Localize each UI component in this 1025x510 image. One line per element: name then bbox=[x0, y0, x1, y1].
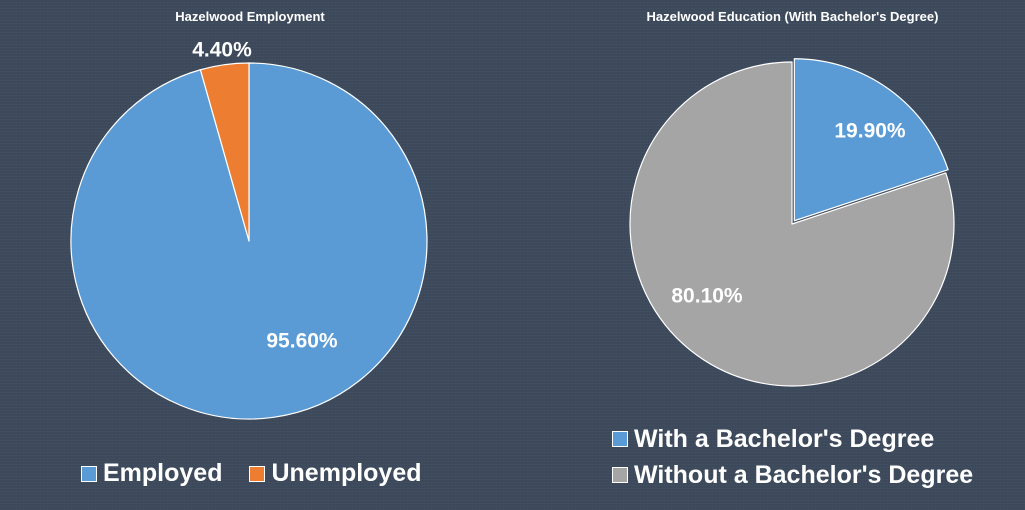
legend-swatch-employed bbox=[81, 465, 97, 482]
legend-item-unemployed: Unemployed bbox=[249, 459, 422, 488]
legend-item-with-bachelors: With a Bachelor's Degree bbox=[612, 424, 973, 454]
legend-item-employed: Employed bbox=[81, 459, 222, 488]
chart-title-education: Hazelwood Education (With Bachelor's Deg… bbox=[646, 9, 939, 24]
data-label-without-a-bachelor-s-degree: 80.10% bbox=[671, 285, 743, 308]
data-label-employed: 95.60% bbox=[266, 330, 338, 353]
legend-education: With a Bachelor's Degree Without a Bache… bbox=[612, 424, 973, 490]
pie-slice-without-a-bachelor-s-degree bbox=[629, 61, 955, 387]
data-label-with-a-bachelor-s-degree: 19.90% bbox=[834, 120, 906, 143]
legend-swatch-with-bachelors bbox=[612, 431, 628, 447]
legend-label-unemployed: Unemployed bbox=[271, 459, 422, 487]
data-label-unemployed: 4.40% bbox=[192, 39, 252, 62]
legend-label-employed: Employed bbox=[103, 459, 223, 487]
legend-swatch-without-bachelors bbox=[612, 467, 628, 483]
legend-item-without-bachelors: Without a Bachelor's Degree bbox=[612, 460, 973, 490]
legend-employment: Employed Unemployed bbox=[81, 459, 422, 488]
chart-title-employment: Hazelwood Employment bbox=[175, 9, 325, 24]
legend-label-with-bachelors: With a Bachelor's Degree bbox=[634, 424, 935, 453]
legend-label-without-bachelors: Without a Bachelor's Degree bbox=[634, 460, 974, 489]
legend-swatch-unemployed bbox=[249, 465, 266, 482]
pie-slice-with-a-bachelor-s-degree bbox=[793, 58, 949, 222]
pie-slice-unemployed bbox=[199, 62, 250, 242]
